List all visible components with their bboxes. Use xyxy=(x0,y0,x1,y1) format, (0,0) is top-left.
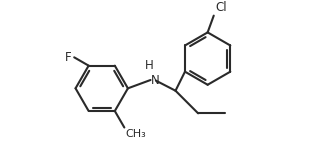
Text: CH₃: CH₃ xyxy=(126,129,146,139)
Text: H: H xyxy=(145,59,154,72)
Text: Cl: Cl xyxy=(215,1,227,14)
Text: N: N xyxy=(151,74,160,86)
Text: F: F xyxy=(65,51,72,64)
